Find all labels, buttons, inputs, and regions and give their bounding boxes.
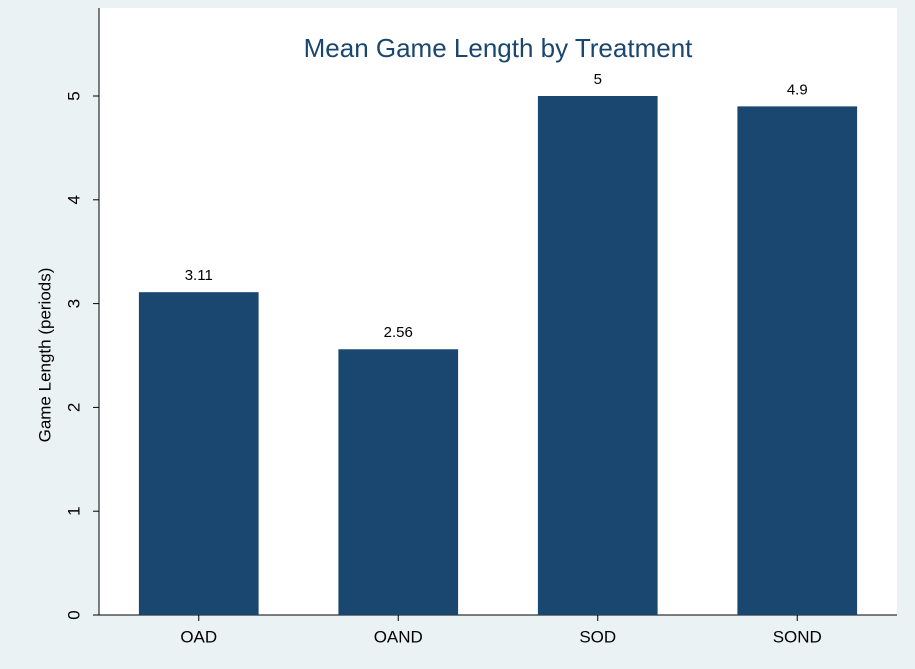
- y-tick-label: 4: [64, 195, 83, 204]
- bar: [138, 292, 259, 615]
- y-tick-label: 3: [64, 299, 83, 308]
- x-tick-label: OAD: [180, 627, 217, 646]
- y-axis-label: Game Length (periods): [35, 268, 54, 443]
- y-tick-label: 5: [64, 91, 83, 100]
- value-label: 5: [594, 71, 602, 88]
- value-label: 3.11: [185, 267, 213, 284]
- value-label: 2.56: [384, 324, 413, 341]
- y-tick-label: 1: [64, 506, 83, 515]
- y-tick-label: 2: [64, 403, 83, 412]
- bar: [737, 106, 858, 615]
- bar: [537, 96, 658, 615]
- x-tick-label: SOD: [579, 627, 616, 646]
- chart-title: Mean Game Length by Treatment: [304, 33, 694, 63]
- bar: [338, 349, 459, 615]
- value-label: 4.9: [787, 81, 808, 98]
- y-tick-label: 0: [64, 610, 83, 619]
- x-tick-label: SOND: [773, 627, 822, 646]
- x-tick-label: OAND: [374, 627, 423, 646]
